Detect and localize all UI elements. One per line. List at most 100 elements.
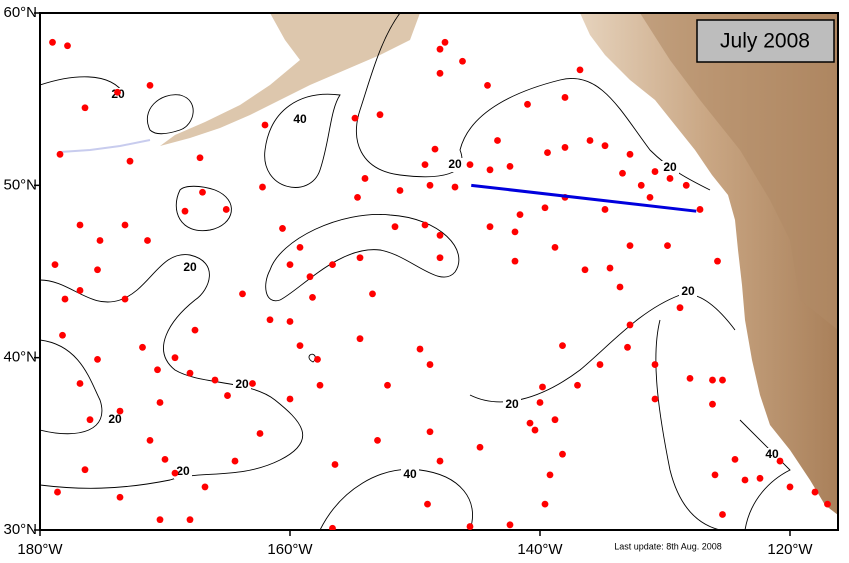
float-point xyxy=(637,181,645,189)
aleutians xyxy=(59,139,151,153)
map-frame xyxy=(39,12,839,531)
float-point xyxy=(314,355,321,363)
land xyxy=(59,13,838,515)
contour-line xyxy=(175,185,232,232)
float-point xyxy=(741,476,749,484)
points xyxy=(49,38,831,530)
float-point xyxy=(61,295,69,303)
float-point xyxy=(286,261,294,269)
float-point xyxy=(391,223,399,231)
float-point xyxy=(329,261,336,269)
float-point xyxy=(459,57,466,65)
contour-line xyxy=(265,214,460,302)
float-point xyxy=(531,426,539,434)
float-point xyxy=(186,369,194,377)
float-point xyxy=(146,436,154,444)
float-point xyxy=(86,416,94,424)
float-point xyxy=(436,69,444,77)
contour-label: 20 xyxy=(663,160,677,174)
float-point xyxy=(181,207,189,215)
float-point xyxy=(651,395,659,403)
float-point xyxy=(231,457,239,465)
float-point xyxy=(506,162,514,170)
float-point xyxy=(186,516,194,524)
float-point xyxy=(731,455,739,463)
float-point xyxy=(306,273,314,281)
y-tick-label: 40°N xyxy=(3,349,37,366)
contours: 204020202020204020204020 xyxy=(40,13,791,530)
float-point xyxy=(239,290,246,298)
float-point xyxy=(56,150,64,158)
float-point xyxy=(651,168,659,175)
contour-label: 40 xyxy=(403,467,417,481)
float-point xyxy=(664,242,671,250)
float-point xyxy=(369,290,376,298)
float-point xyxy=(424,500,431,508)
float-point xyxy=(224,392,231,399)
float-point xyxy=(516,211,524,219)
float-point xyxy=(144,237,151,244)
y-tick-label: 50°N xyxy=(3,176,37,193)
float-point xyxy=(551,416,559,424)
float-point xyxy=(139,343,146,351)
float-point xyxy=(171,354,179,362)
float-point xyxy=(709,400,716,408)
float-point xyxy=(196,154,204,162)
float-point xyxy=(546,471,554,479)
float-point xyxy=(286,318,294,325)
x-tick-label: 180°W xyxy=(17,541,63,558)
float-point xyxy=(682,181,690,189)
contour-label: 20 xyxy=(505,397,519,411)
float-point xyxy=(54,488,61,496)
float-point xyxy=(116,407,124,415)
float-point xyxy=(296,243,304,251)
contour-label-bg xyxy=(401,468,419,482)
float-point xyxy=(686,374,694,382)
float-point xyxy=(76,287,84,294)
contour-label: 20 xyxy=(176,464,190,478)
float-point xyxy=(524,100,531,108)
float-point xyxy=(94,355,101,363)
float-point xyxy=(259,183,266,191)
float-point xyxy=(511,257,519,265)
float-point xyxy=(606,264,614,272)
contour-label-bg xyxy=(181,261,199,275)
float-point xyxy=(626,321,634,329)
float-point xyxy=(81,466,89,474)
float-point xyxy=(156,399,164,406)
float-point xyxy=(476,443,484,451)
float-point xyxy=(76,380,84,387)
float-point xyxy=(626,242,634,250)
float-point xyxy=(561,94,569,101)
contour-line xyxy=(739,419,791,530)
float-point xyxy=(541,204,549,212)
float-point xyxy=(581,266,589,274)
float-point xyxy=(426,361,434,368)
float-point xyxy=(601,142,609,150)
float-point xyxy=(574,381,581,389)
float-point xyxy=(526,419,534,427)
float-point xyxy=(646,193,654,201)
float-point xyxy=(486,223,494,231)
float-point xyxy=(719,376,726,384)
float-point xyxy=(356,335,364,343)
float-point xyxy=(426,181,434,189)
float-point xyxy=(279,225,286,232)
float-point xyxy=(249,380,256,387)
contour-line xyxy=(264,93,341,188)
float-point xyxy=(494,137,501,144)
float-point xyxy=(154,366,161,374)
float-point xyxy=(81,104,89,112)
float-point xyxy=(466,523,474,530)
float-point xyxy=(354,193,361,201)
contour-line xyxy=(655,319,721,530)
float-point xyxy=(541,500,549,508)
float-point xyxy=(316,381,324,389)
float-point xyxy=(286,395,294,403)
float-point xyxy=(421,161,429,169)
float-point xyxy=(676,304,684,312)
float-point xyxy=(94,266,101,274)
float-point xyxy=(666,175,674,182)
float-point xyxy=(201,483,209,491)
